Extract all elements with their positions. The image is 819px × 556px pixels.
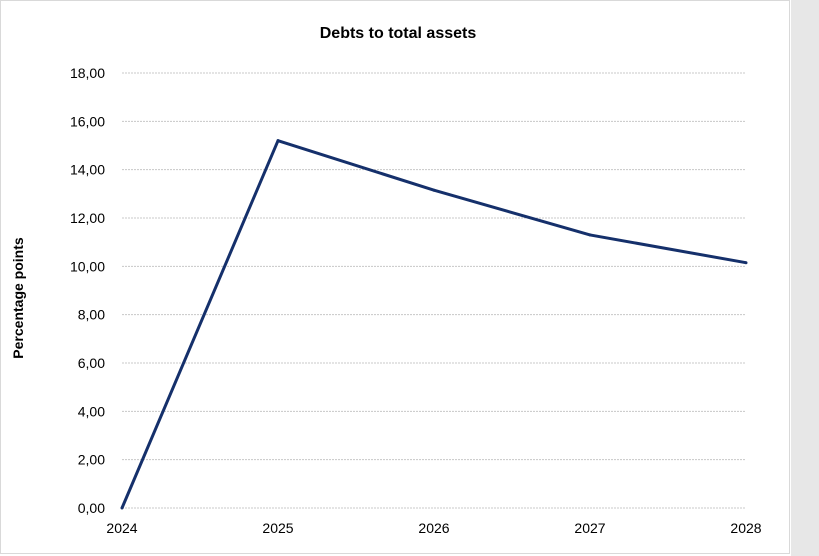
x-axis-ticks: 2024 2025 2026 2027 2028: [106, 520, 761, 536]
y-tick-label: 8,00: [78, 307, 105, 323]
series-line: [120, 139, 747, 509]
chart-area: Debts to total assets Percentage points …: [0, 0, 790, 554]
series-layer: [120, 139, 748, 510]
y-axis-title: Percentage points: [10, 237, 26, 359]
side-panel: [791, 0, 819, 556]
y-tick-label: 12,00: [70, 210, 105, 226]
data-point: [120, 506, 124, 510]
data-point: [588, 233, 592, 237]
data-point: [432, 188, 436, 192]
y-tick-label: 16,00: [70, 113, 105, 129]
y-tick-label: 4,00: [78, 403, 105, 419]
data-point: [744, 261, 748, 265]
y-tick-label: 2,00: [78, 452, 105, 468]
x-tick-label: 2027: [574, 520, 605, 536]
y-tick-label: 14,00: [70, 162, 105, 178]
x-tick-label: 2024: [106, 520, 137, 536]
x-tick-label: 2026: [418, 520, 449, 536]
x-tick-label: 2025: [262, 520, 293, 536]
data-point: [276, 139, 280, 143]
y-tick-label: 0,00: [78, 500, 105, 516]
x-tick-label: 2028: [730, 520, 761, 536]
chart-title: Debts to total assets: [320, 25, 477, 42]
line-chart: Debts to total assets Percentage points …: [10, 25, 762, 536]
y-tick-label: 18,00: [70, 65, 105, 81]
y-tick-label: 10,00: [70, 258, 105, 274]
y-axis-ticks: 0,00 2,00 4,00 6,00 8,00 10,00 12,00 14,00 16,00…: [70, 65, 105, 516]
y-tick-label: 6,00: [78, 355, 105, 371]
